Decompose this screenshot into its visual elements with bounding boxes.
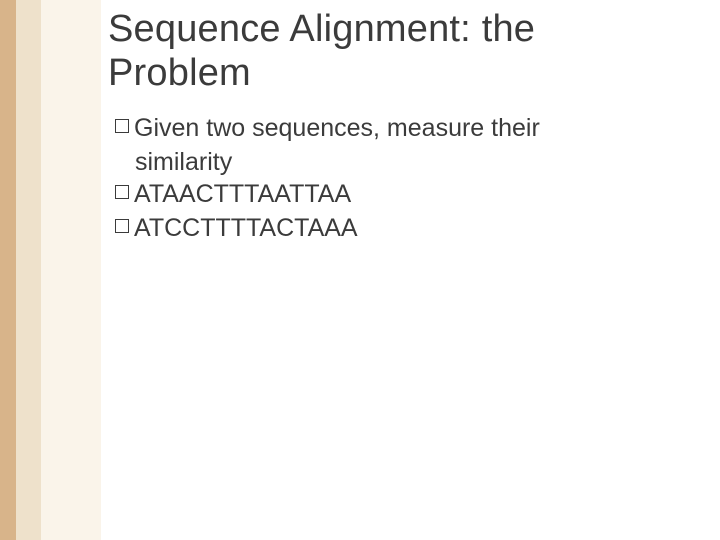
bullet-item: ATCCTTTTACTAAA — [115, 212, 685, 244]
bullet-box-icon — [115, 185, 129, 199]
bullet-lead: Given — [134, 114, 199, 142]
bullet-text: ATAACTTTAATTAA — [134, 178, 685, 210]
slide-title: Sequence Alignment: the Problem — [108, 8, 688, 95]
bullet-item: ATAACTTTAATTAA — [115, 178, 685, 210]
decor-strip-dark — [0, 0, 16, 540]
slide: Sequence Alignment: the Problem Given tw… — [0, 0, 720, 540]
bullet-rest: two sequences, measure their — [206, 114, 540, 142]
bullet-text: ATCCTTTTACTAAA — [134, 212, 685, 244]
slide-body: Given two sequences, measure their simil… — [115, 112, 685, 246]
bullet-continuation: similarity — [135, 146, 685, 178]
bullet-box-icon — [115, 219, 129, 233]
bullet-item: Given two sequences, measure their — [115, 112, 685, 144]
decor-strip-light — [41, 0, 101, 540]
bullet-box-icon — [115, 119, 129, 133]
decor-strip-mid — [16, 0, 41, 540]
bullet-text: Given two sequences, measure their — [134, 112, 685, 144]
